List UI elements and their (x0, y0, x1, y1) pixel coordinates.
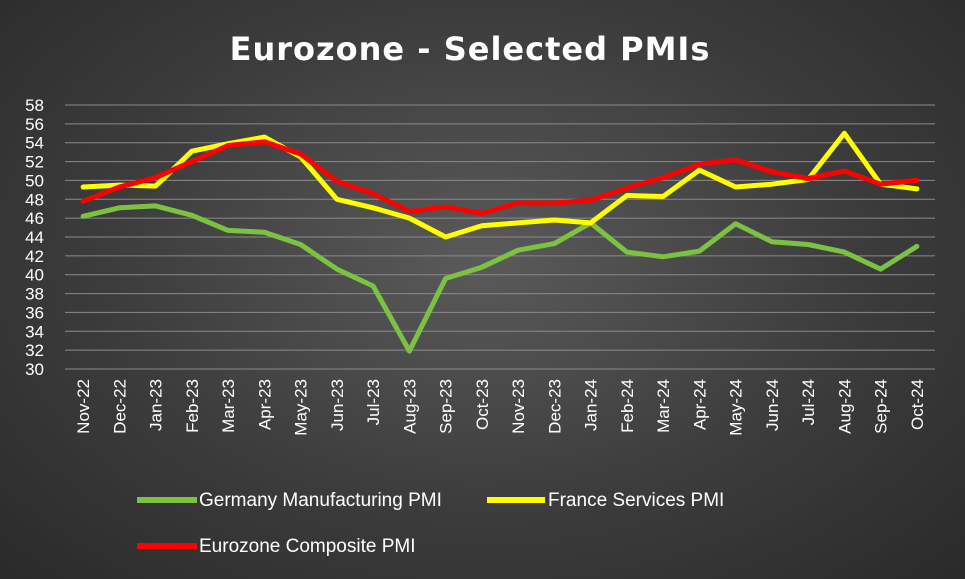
y-tick-label: 52 (25, 153, 44, 172)
x-tick-label: Dec-23 (545, 379, 564, 434)
x-tick-label: Feb-23 (183, 379, 202, 433)
x-tick-label: Jul-24 (799, 379, 818, 425)
x-tick-label: Nov-23 (509, 379, 528, 434)
x-tick-label: Dec-22 (110, 379, 129, 434)
x-tick-label: Sep-23 (437, 379, 456, 434)
y-tick-label: 48 (25, 190, 44, 209)
y-tick-label: 56 (25, 115, 44, 134)
y-tick-label: 42 (25, 247, 44, 266)
x-tick-label: Mar-23 (219, 379, 238, 433)
x-tick-label: May-24 (727, 379, 746, 436)
y-tick-label: 44 (25, 228, 44, 247)
y-tick-label: 46 (25, 209, 44, 228)
x-tick-label: Jun-24 (763, 379, 782, 431)
series-line-2 (80, 139, 920, 216)
legend-label: Eurozone Composite PMI (199, 536, 416, 557)
x-tick-label: Feb-24 (618, 379, 637, 433)
y-tick-label: 30 (25, 360, 44, 379)
series-lines (80, 130, 920, 354)
y-tick-label: 40 (25, 266, 44, 285)
legend-label: Germany Manufacturing PMI (199, 490, 442, 511)
x-tick-label: Jan-23 (147, 379, 166, 431)
gridlines (65, 104, 935, 370)
x-tick-label: Jan-24 (582, 379, 601, 431)
x-tick-label: Aug-23 (400, 379, 419, 434)
x-axis-ticks: Nov-22 Dec-22 Jan-23 Feb-23 Mar-23 Apr-23 May-… (74, 379, 927, 436)
series-line-1 (80, 130, 920, 240)
x-tick-label: Apr-23 (255, 379, 274, 430)
y-tick-label: 54 (25, 134, 44, 153)
x-tick-label: Oct-24 (908, 379, 927, 430)
y-tick-label: 32 (25, 341, 44, 360)
y-tick-label: 50 (25, 171, 44, 190)
x-tick-label: Nov-22 (74, 379, 93, 434)
x-tick-label: Oct-23 (473, 379, 492, 430)
x-tick-label: Sep-24 (872, 379, 891, 434)
x-tick-label: Jul-23 (364, 379, 383, 425)
y-tick-label: 58 (25, 96, 44, 115)
x-tick-label: Jun-23 (328, 379, 347, 431)
x-tick-label: Aug-24 (835, 379, 854, 434)
x-tick-label: May-23 (292, 379, 311, 436)
y-tick-label: 34 (25, 322, 44, 341)
chart-title: Eurozone - Selected PMIs (230, 30, 711, 68)
x-tick-label: Mar-24 (654, 379, 673, 433)
series-line-0 (80, 203, 920, 354)
y-tick-label: 36 (25, 303, 44, 322)
y-tick-label: 38 (25, 285, 44, 304)
x-tick-label: Apr-24 (690, 379, 709, 430)
legend: Germany Manufacturing PMI France Services… (137, 490, 724, 557)
legend-label: France Services PMI (548, 490, 724, 511)
